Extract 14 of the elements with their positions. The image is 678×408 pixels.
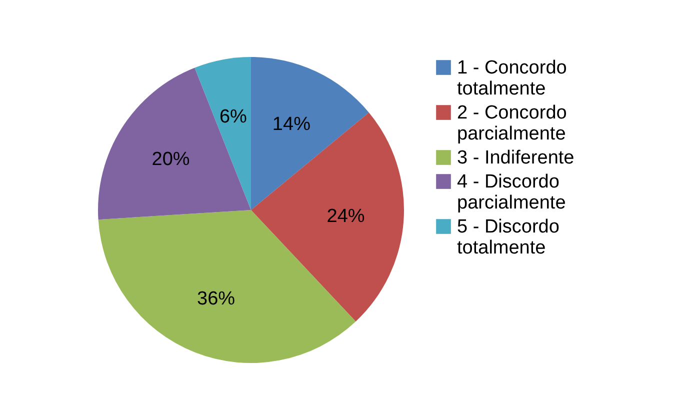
- data-label: 24%: [326, 206, 365, 227]
- data-label: 14%: [272, 114, 311, 136]
- data-label: 36%: [197, 288, 236, 310]
- legend-label: 5 - Discordo totalmente: [457, 216, 560, 258]
- legend-label: 4 - Discordo parcialmente: [457, 172, 566, 214]
- pie-slice: [251, 57, 369, 210]
- data-label: 6%: [219, 106, 248, 128]
- legend-label: 2 - Concordo parcialmente: [457, 102, 567, 144]
- pie-slice: [98, 68, 251, 220]
- pie-slice: [194, 57, 251, 210]
- pie-slice: [251, 112, 404, 322]
- legend-label: 3 - Indiferente: [457, 148, 574, 168]
- data-label: 20%: [152, 149, 190, 170]
- legend-label: 1 - Concordo totalmente: [457, 58, 567, 100]
